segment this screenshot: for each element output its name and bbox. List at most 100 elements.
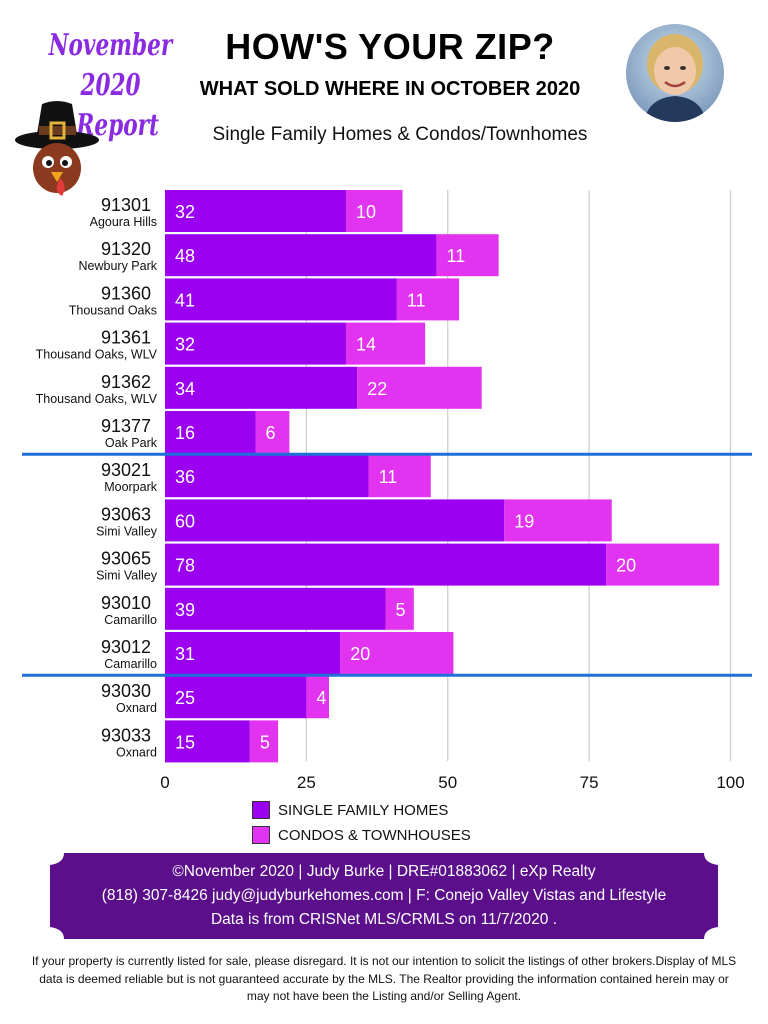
bar-93030-single-family — [165, 676, 307, 719]
bar-label-91362-condos: 22 — [367, 379, 387, 399]
bar-label-91377-single-family: 16 — [175, 423, 195, 443]
x-tick-label-100: 100 — [716, 773, 744, 792]
bar-91361-condos — [345, 322, 426, 365]
bar-label-91360-single-family: 41 — [175, 290, 195, 310]
page-title: HOW'S YOUR ZIP? — [225, 26, 555, 67]
agent-photo-avatar — [626, 24, 724, 122]
city-label-91301: Agoura Hills — [90, 215, 157, 229]
bar-93030-condos — [306, 676, 329, 719]
city-label-91320: Newbury Park — [79, 259, 158, 273]
bar-label-93010-condos: 5 — [396, 600, 406, 620]
city-label-93063: Simi Valley — [96, 524, 158, 538]
x-tick-label-75: 75 — [580, 773, 599, 792]
bar-93033-condos — [249, 720, 279, 763]
bar-label-93012-single-family: 31 — [175, 644, 195, 664]
city-label-91360: Thousand Oaks — [69, 303, 157, 317]
bar-label-91320-condos: 11 — [446, 246, 465, 266]
city-label-93010: Camarillo — [104, 613, 157, 627]
footer-banner — [50, 853, 718, 939]
bar-91377-single-family — [165, 411, 256, 453]
bar-label-91361-condos: 14 — [356, 335, 376, 355]
bar-93063-condos — [504, 499, 612, 542]
bar-label-91362-single-family: 34 — [175, 379, 195, 399]
zip-label-91360: 91360 — [101, 283, 151, 303]
bar-91320-single-family — [165, 234, 437, 277]
property-types-caption: Single Family Homes & Condos/Townhomes — [212, 124, 588, 145]
bar-label-93065-single-family: 78 — [175, 556, 195, 576]
footer-line-contact: (818) 307-8426 judy@judyburkehomes.com |… — [101, 887, 667, 904]
zip-label-93033: 93033 — [101, 725, 151, 745]
bar-label-93033-condos: 5 — [260, 732, 270, 752]
city-label-93012: Camarillo — [104, 657, 157, 671]
bar-label-93021-single-family: 36 — [175, 467, 195, 487]
zip-label-91301: 91301 — [101, 195, 151, 215]
footer-line-source: Data is from CRISNet MLS/CRMLS on 11/7/2… — [210, 911, 558, 928]
zip-label-93010: 93010 — [101, 593, 151, 613]
bar-91377-condos — [255, 411, 290, 453]
bar-93012-condos — [340, 632, 454, 674]
bar-label-93065-condos: 20 — [616, 556, 636, 576]
bar-93033-single-family — [165, 720, 250, 763]
pilgrim-turkey-icon — [12, 96, 102, 200]
city-label-91377: Oak Park — [105, 436, 158, 450]
bar-label-93033-single-family: 15 — [175, 732, 195, 752]
bar-91362-single-family — [165, 366, 358, 409]
city-label-93021: Moorpark — [104, 480, 158, 494]
bar-label-93030-single-family: 25 — [175, 688, 195, 708]
bar-label-91360-condos: 11 — [407, 290, 426, 310]
report-month: November 2020 — [48, 28, 173, 103]
bar-93012-single-family — [165, 632, 341, 674]
bar-93010-condos — [385, 587, 414, 630]
bar-91301-single-family — [165, 190, 346, 232]
legend-swatch-single-family — [252, 801, 270, 819]
bar-91362-condos — [357, 366, 482, 409]
bar-93010-single-family — [165, 587, 386, 630]
bar-label-93063-condos: 19 — [514, 511, 534, 531]
bar-93065-single-family — [165, 543, 607, 586]
city-label-93030: Oxnard — [116, 701, 157, 715]
bar-label-93010-single-family: 39 — [175, 600, 195, 620]
bar-label-93012-condos: 20 — [350, 644, 370, 664]
city-label-91362: Thousand Oaks, WLV — [36, 392, 158, 406]
zip-label-91361: 91361 — [101, 328, 151, 348]
bar-93021-single-family — [165, 455, 369, 498]
chart-legend: SINGLE FAMILY HOMES CONDOS & TOWNHOUSES — [252, 798, 471, 848]
zip-label-93063: 93063 — [101, 504, 151, 524]
x-tick-label-0: 0 — [160, 773, 169, 792]
bar-label-91301-single-family: 32 — [175, 202, 195, 222]
zip-label-93065: 93065 — [101, 549, 151, 569]
x-tick-label-25: 25 — [297, 773, 316, 792]
zip-label-93012: 93012 — [101, 637, 151, 657]
page-subtitle: WHAT SOLD WHERE IN OCTOBER 2020 — [199, 78, 581, 100]
legend-item-condos: CONDOS & TOWNHOUSES — [252, 823, 471, 847]
bar-label-93063-single-family: 60 — [175, 511, 195, 531]
x-tick-label-50: 50 — [438, 773, 457, 792]
bar-91361-single-family — [165, 322, 346, 365]
bar-91360-single-family — [165, 278, 397, 321]
bar-label-93030-condos: 4 — [316, 688, 326, 708]
bar-93063-single-family — [165, 499, 505, 542]
zip-label-91377: 91377 — [101, 416, 151, 436]
zip-label-91362: 91362 — [101, 372, 151, 392]
footer-line-copyright: ©November 2020 | Judy Burke | DRE#018830… — [172, 863, 596, 880]
legend-label-single-family: SINGLE FAMILY HOMES — [278, 801, 449, 819]
zip-label-93021: 93021 — [101, 460, 151, 480]
bar-label-91361-single-family: 32 — [175, 335, 195, 355]
bar-91360-condos — [396, 278, 460, 321]
disclaimer-text: If your property is currently listed for… — [31, 954, 737, 1003]
zip-label-93030: 93030 — [101, 681, 151, 701]
city-label-91361: Thousand Oaks, WLV — [36, 348, 158, 362]
bar-label-91320-single-family: 48 — [175, 246, 195, 266]
legend-swatch-condos — [252, 826, 270, 844]
legend-label-condos: CONDOS & TOWNHOUSES — [278, 826, 471, 844]
zip-label-91320: 91320 — [101, 239, 151, 259]
report-label: November 2020 Report — [44, 26, 177, 146]
bar-label-91301-condos: 10 — [356, 202, 376, 222]
bar-label-91377-condos: 6 — [265, 423, 275, 443]
bar-91320-condos — [436, 234, 499, 277]
bar-label-93021-condos: 11 — [379, 467, 398, 487]
bar-93065-condos — [606, 543, 720, 586]
bar-93021-condos — [368, 455, 431, 498]
footer-text: ©November 2020 | Judy Burke | DRE#018830… — [70, 860, 698, 932]
